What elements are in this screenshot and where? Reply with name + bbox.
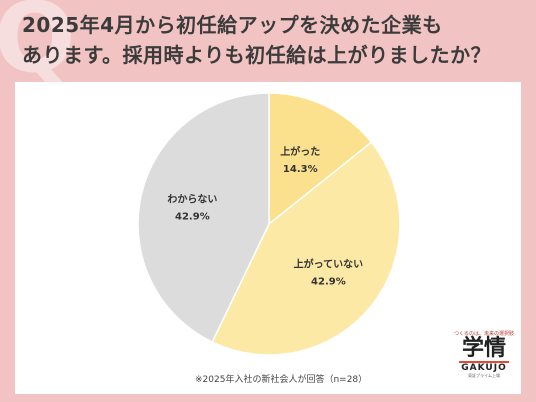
slice-label-0: 上がった xyxy=(280,145,320,158)
logo-sub-text: GAKUJO xyxy=(461,363,507,373)
pie-slice-0 xyxy=(268,92,373,226)
chart-card: 上がった 14.3% 上がっていない 42.9% わからない 42.9% ※2025年入社… xyxy=(15,82,521,394)
gakujo-logo: つくるのは、未来の選択肢 学情 GAKUJO 東証プライム上場 xyxy=(453,330,515,379)
slice-label-2: わからない xyxy=(167,194,217,206)
logo-small-text: 東証プライム上場 xyxy=(468,373,500,378)
logo-main-text: 学情 xyxy=(461,336,506,361)
slice-percent-0: 14.3% xyxy=(283,164,318,175)
slice-label-1: 上がっていない xyxy=(294,257,364,270)
slice-percent-2: 42.9% xyxy=(175,212,210,223)
pie-chart: 上がった 14.3% 上がっていない 42.9% わからない 42.9% xyxy=(137,92,401,356)
title-line-2: あります。採用時よりも初任給は上がりましたか？ xyxy=(22,43,492,67)
title-line-1: 2025年4月から初任給アップを決めた企業も xyxy=(22,13,443,37)
slice-percent-1: 42.9% xyxy=(311,276,346,287)
footnote: ※2025年入社の新社会人が回答（n=28） xyxy=(195,375,368,385)
pie-slice-2 xyxy=(137,92,270,344)
page-title: 2025年4月から初任給アップを決めた企業も あります。採用時よりも初任給は上が… xyxy=(22,10,522,70)
logo-tagline: つくるのは、未来の選択肢 xyxy=(454,331,514,337)
pie-slice-1 xyxy=(211,141,401,356)
logo-bar xyxy=(459,361,509,363)
